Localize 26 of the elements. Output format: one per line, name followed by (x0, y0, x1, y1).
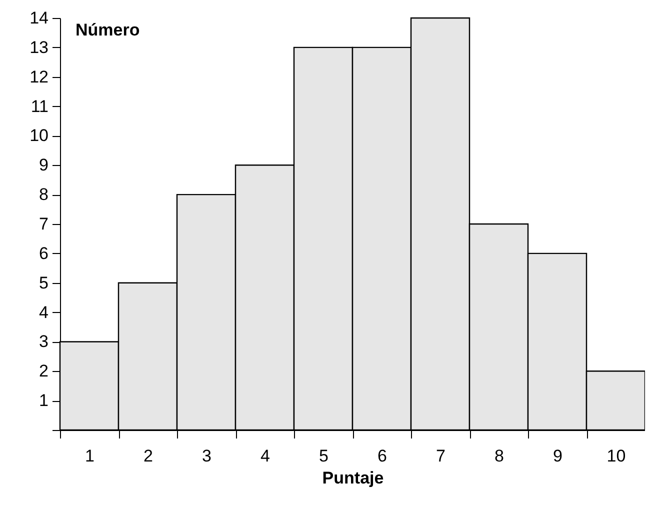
x-axis-title: Puntaje (322, 468, 384, 488)
x-tick-label: 10 (606, 446, 626, 466)
y-tick-label: 9 (39, 156, 48, 175)
x-tick-label: 3 (202, 446, 212, 466)
y-tick-label: 13 (30, 38, 48, 57)
y-tick-label: 12 (30, 67, 48, 86)
x-tick-label: 5 (319, 446, 328, 466)
x-tick-label: 4 (260, 446, 270, 466)
y-tick-label: 11 (30, 96, 48, 116)
x-tick-label: 2 (144, 446, 153, 466)
y-tick-label: 10 (30, 126, 48, 146)
x-tick-label: 7 (436, 446, 446, 466)
y-tick-label: 6 (39, 244, 48, 263)
y-tick-label: 1 (39, 391, 48, 410)
y-tick-label: 4 (39, 302, 48, 322)
y-tick-label: 8 (39, 185, 48, 204)
x-tick-label: 8 (494, 446, 504, 466)
y-tick-label: 7 (39, 214, 48, 234)
x-tick-label: 1 (85, 446, 94, 466)
y-tick-label: 3 (39, 332, 48, 352)
y-tick-label: 14 (30, 8, 48, 28)
x-tick-label: 9 (553, 446, 562, 466)
y-tick-label: 2 (39, 362, 48, 381)
x-tick-label: 6 (378, 446, 387, 466)
y-tick-label: 5 (39, 273, 48, 292)
y-axis-title: Número (76, 20, 140, 40)
